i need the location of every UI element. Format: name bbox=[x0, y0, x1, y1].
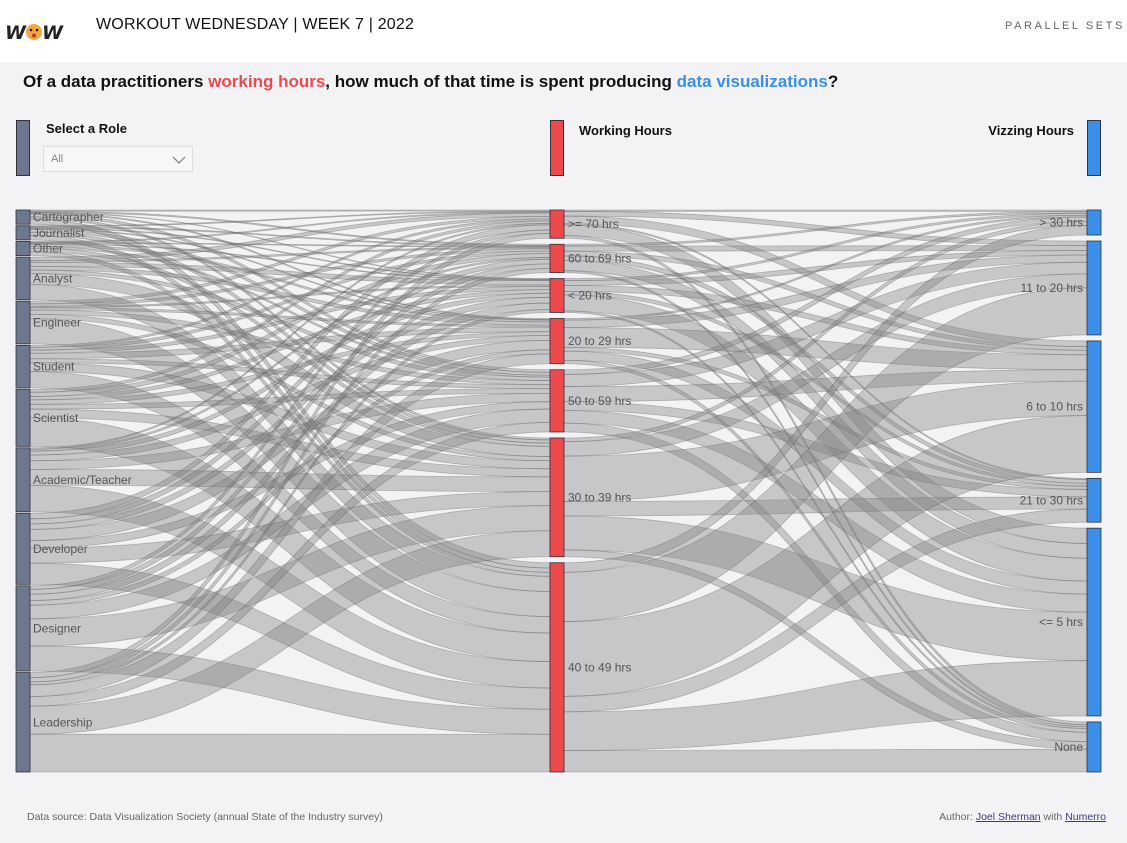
ribbon-70-hrs-to-30-hrs[interactable] bbox=[563, 209, 1088, 212]
node-6-to-10-hrs[interactable] bbox=[1086, 340, 1102, 473]
node-60-to-69-hrs[interactable] bbox=[549, 243, 565, 273]
chevron-down-icon bbox=[172, 156, 186, 164]
svg-text:W: W bbox=[5, 22, 27, 44]
question-part1: Of a data practitioners bbox=[23, 72, 209, 91]
working-swatch bbox=[550, 120, 564, 176]
label-70-hrs: >= 70 hrs bbox=[568, 217, 619, 231]
label-journalist: Journalist bbox=[33, 226, 85, 240]
label-30-to-39-hrs: 30 to 39 hrs bbox=[568, 490, 631, 504]
label-none: None bbox=[1054, 740, 1083, 754]
filter-label: Select a Role bbox=[46, 121, 127, 136]
partner-link[interactable]: Numerro bbox=[1065, 811, 1106, 823]
label-engineer: Engineer bbox=[33, 316, 81, 330]
node-developer[interactable] bbox=[15, 512, 31, 585]
node-analyst[interactable] bbox=[15, 256, 31, 301]
node-academic-teacher[interactable] bbox=[15, 447, 31, 513]
data-source-note: Data source: Data Visualization Society … bbox=[27, 811, 383, 823]
node-70-hrs[interactable] bbox=[549, 209, 565, 239]
svg-text:W: W bbox=[42, 22, 64, 44]
node-designer[interactable] bbox=[15, 585, 31, 672]
working-hours-header: Working Hours bbox=[579, 123, 672, 138]
node-50-to-59-hrs[interactable] bbox=[549, 369, 565, 433]
node-30-to-39-hrs[interactable] bbox=[549, 437, 565, 558]
header-bar: W W WORKOUT WEDNESDAY | WEEK 7 | 2022 PA… bbox=[0, 0, 1127, 62]
node-cartographer[interactable] bbox=[15, 209, 31, 225]
label-60-to-69-hrs: 60 to 69 hrs bbox=[568, 251, 631, 265]
node-30-hrs[interactable] bbox=[1086, 209, 1102, 236]
node-scientist[interactable] bbox=[15, 389, 31, 447]
node-40-to-49-hrs[interactable] bbox=[549, 562, 565, 773]
node-20-to-29-hrs[interactable] bbox=[549, 318, 565, 365]
ribbons-layer bbox=[29, 209, 1088, 773]
label-analyst: Analyst bbox=[33, 271, 73, 285]
label-designer: Designer bbox=[33, 621, 81, 635]
label-20-to-29-hrs: 20 to 29 hrs bbox=[568, 334, 631, 348]
label-30-hrs: > 30 hrs bbox=[1039, 216, 1083, 230]
node-leadership[interactable] bbox=[15, 672, 31, 773]
question-part2: , how much of that time is spent produci… bbox=[325, 72, 677, 91]
label-developer: Developer bbox=[33, 542, 88, 556]
label-21-to-30-hrs: 21 to 30 hrs bbox=[1020, 493, 1083, 507]
page-subtitle-label: PARALLEL SETS bbox=[1004, 20, 1125, 32]
author-with: with bbox=[1040, 811, 1066, 823]
label-other: Other bbox=[33, 242, 63, 256]
label-6-to-10-hrs: 6 to 10 hrs bbox=[1026, 400, 1083, 414]
label-11-to-20-hrs: 11 to 20 hrs bbox=[1021, 281, 1083, 295]
label-student: Student bbox=[33, 360, 75, 374]
node-5-hrs[interactable] bbox=[1086, 527, 1102, 717]
author-credit: Author: Joel Sherman with Numerro bbox=[939, 811, 1106, 823]
node-11-to-20-hrs[interactable] bbox=[1086, 240, 1102, 336]
label-leadership: Leadership bbox=[33, 715, 93, 729]
author-link[interactable]: Joel Sherman bbox=[975, 811, 1041, 823]
label-5-hrs: <= 5 hrs bbox=[1039, 615, 1083, 629]
vizzing-swatch bbox=[1087, 120, 1101, 176]
ribbon-cartographer-to-70-hrs[interactable] bbox=[29, 209, 551, 212]
node-student[interactable] bbox=[15, 344, 31, 389]
label-40-to-49-hrs: 40 to 49 hrs bbox=[568, 660, 631, 674]
node-journalist[interactable] bbox=[15, 225, 31, 241]
question-highlight-vizzing: data visualizations bbox=[676, 72, 828, 91]
role-select[interactable]: All bbox=[43, 146, 193, 172]
label-scientist: Scientist bbox=[33, 411, 79, 425]
author-prefix: Author: bbox=[939, 811, 976, 823]
role-swatch bbox=[16, 120, 30, 176]
question-part3: ? bbox=[827, 72, 839, 91]
vizzing-hours-header: Vizzing Hours bbox=[988, 123, 1074, 138]
node-none[interactable] bbox=[1086, 721, 1102, 773]
role-select-value: All bbox=[51, 153, 64, 165]
page-title: WORKOUT WEDNESDAY | WEEK 7 | 2022 bbox=[96, 16, 415, 33]
wow-logo: W W bbox=[5, 22, 64, 44]
ribbon-leadership-to-40-to-49-hrs[interactable] bbox=[29, 733, 551, 773]
nodes-layer bbox=[15, 209, 1102, 773]
node-other[interactable] bbox=[15, 241, 31, 257]
ribbon-40-to-49-hrs-to-none[interactable] bbox=[563, 748, 1088, 773]
node-21-to-30-hrs[interactable] bbox=[1086, 477, 1102, 523]
chart-question: Of a data practitioners working hours, h… bbox=[23, 72, 838, 92]
labels-layer: Cartographer Journalist Other Analyst Engine… bbox=[33, 210, 1083, 754]
node-engineer[interactable] bbox=[15, 300, 31, 345]
label-cartographer: Cartographer bbox=[33, 210, 104, 224]
label-20-hrs: < 20 hrs bbox=[568, 289, 612, 303]
label-academic-teacher: Academic/Teacher bbox=[33, 473, 132, 487]
node-20-hrs[interactable] bbox=[549, 278, 565, 313]
question-highlight-working: working hours bbox=[208, 72, 326, 91]
label-50-to-59-hrs: 50 to 59 hrs bbox=[568, 394, 631, 408]
